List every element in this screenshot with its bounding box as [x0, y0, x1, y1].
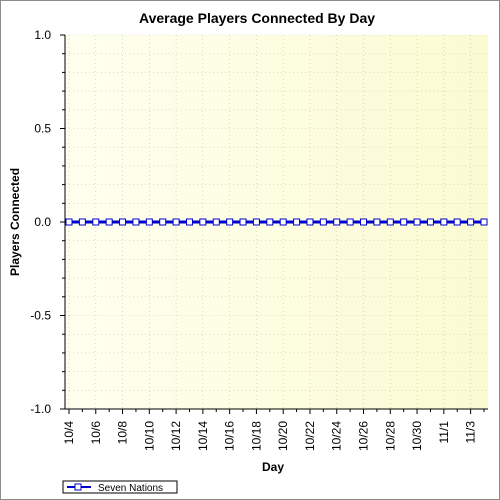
x-tick-label: 10/6: [89, 421, 103, 445]
x-tick-label: 10/20: [276, 421, 290, 451]
data-point: [306, 218, 314, 226]
data-point: [467, 218, 475, 226]
data-point: [132, 218, 140, 226]
data-point: [279, 218, 287, 226]
data-point: [319, 218, 327, 226]
x-tick-label: 10/22: [303, 421, 317, 451]
x-tick-label: 10/10: [142, 421, 156, 451]
data-point: [65, 218, 73, 226]
data-point: [453, 218, 461, 226]
x-tick-label: 10/14: [196, 421, 210, 451]
y-axis-ticks: 1.0 0.5 0.0 -0.5 -1.0: [30, 28, 51, 416]
data-point: [400, 218, 408, 226]
data-point: [293, 218, 301, 226]
y-tick-label: 0.5: [34, 122, 51, 136]
data-point: [360, 218, 368, 226]
data-point: [145, 218, 153, 226]
x-tick-label: 11/1: [437, 421, 451, 444]
data-point: [78, 218, 86, 226]
x-tick-label: 10/30: [410, 421, 424, 451]
x-tick-label: 10/24: [330, 421, 344, 451]
data-point: [172, 218, 180, 226]
legend-series-marker: [74, 483, 82, 491]
chart-title: Average Players Connected By Day: [139, 10, 375, 26]
legend-series-label: Seven Nations: [98, 483, 163, 494]
y-tick-label: -0.5: [30, 309, 51, 323]
data-point: [119, 218, 127, 226]
data-point: [252, 218, 260, 226]
data-point: [105, 218, 113, 226]
data-point: [386, 218, 394, 226]
x-axis-ticks: 10/4 10/6 10/8 10/10 10/12 10/14 10/16 10/18 10/…: [62, 421, 478, 451]
data-point: [92, 218, 100, 226]
x-tick-label: 10/8: [116, 421, 130, 445]
x-axis-title: Day: [262, 460, 284, 474]
data-point: [373, 218, 381, 226]
x-tick-label: 10/18: [249, 421, 263, 451]
x-tick-label: 10/28: [383, 421, 397, 451]
data-point: [212, 218, 220, 226]
x-tick-label: 10/12: [169, 421, 183, 451]
data-point: [480, 218, 488, 226]
x-tick-label: 10/4: [62, 421, 76, 445]
y-tick-label: 0.0: [34, 215, 51, 229]
legend: Seven Nations: [62, 480, 178, 494]
data-point: [159, 218, 167, 226]
axes: [60, 34, 488, 414]
data-point: [266, 218, 274, 226]
data-point: [440, 218, 448, 226]
y-axis-title: Players Connected: [8, 168, 22, 276]
data-point: [346, 218, 354, 226]
legend-box: [62, 480, 178, 494]
y-tick-label: 1.0: [34, 28, 51, 42]
y-tick-label: -1.0: [30, 402, 51, 416]
data-point: [226, 218, 234, 226]
data-point: [199, 218, 207, 226]
data-point: [185, 218, 193, 226]
x-tick-label: 10/16: [223, 421, 237, 451]
x-tick-label: 11/3: [464, 421, 478, 444]
data-point: [426, 218, 434, 226]
x-tick-label: 10/26: [357, 421, 371, 451]
data-point: [239, 218, 247, 226]
series: [65, 218, 488, 226]
data-point: [413, 218, 421, 226]
data-point: [333, 218, 341, 226]
